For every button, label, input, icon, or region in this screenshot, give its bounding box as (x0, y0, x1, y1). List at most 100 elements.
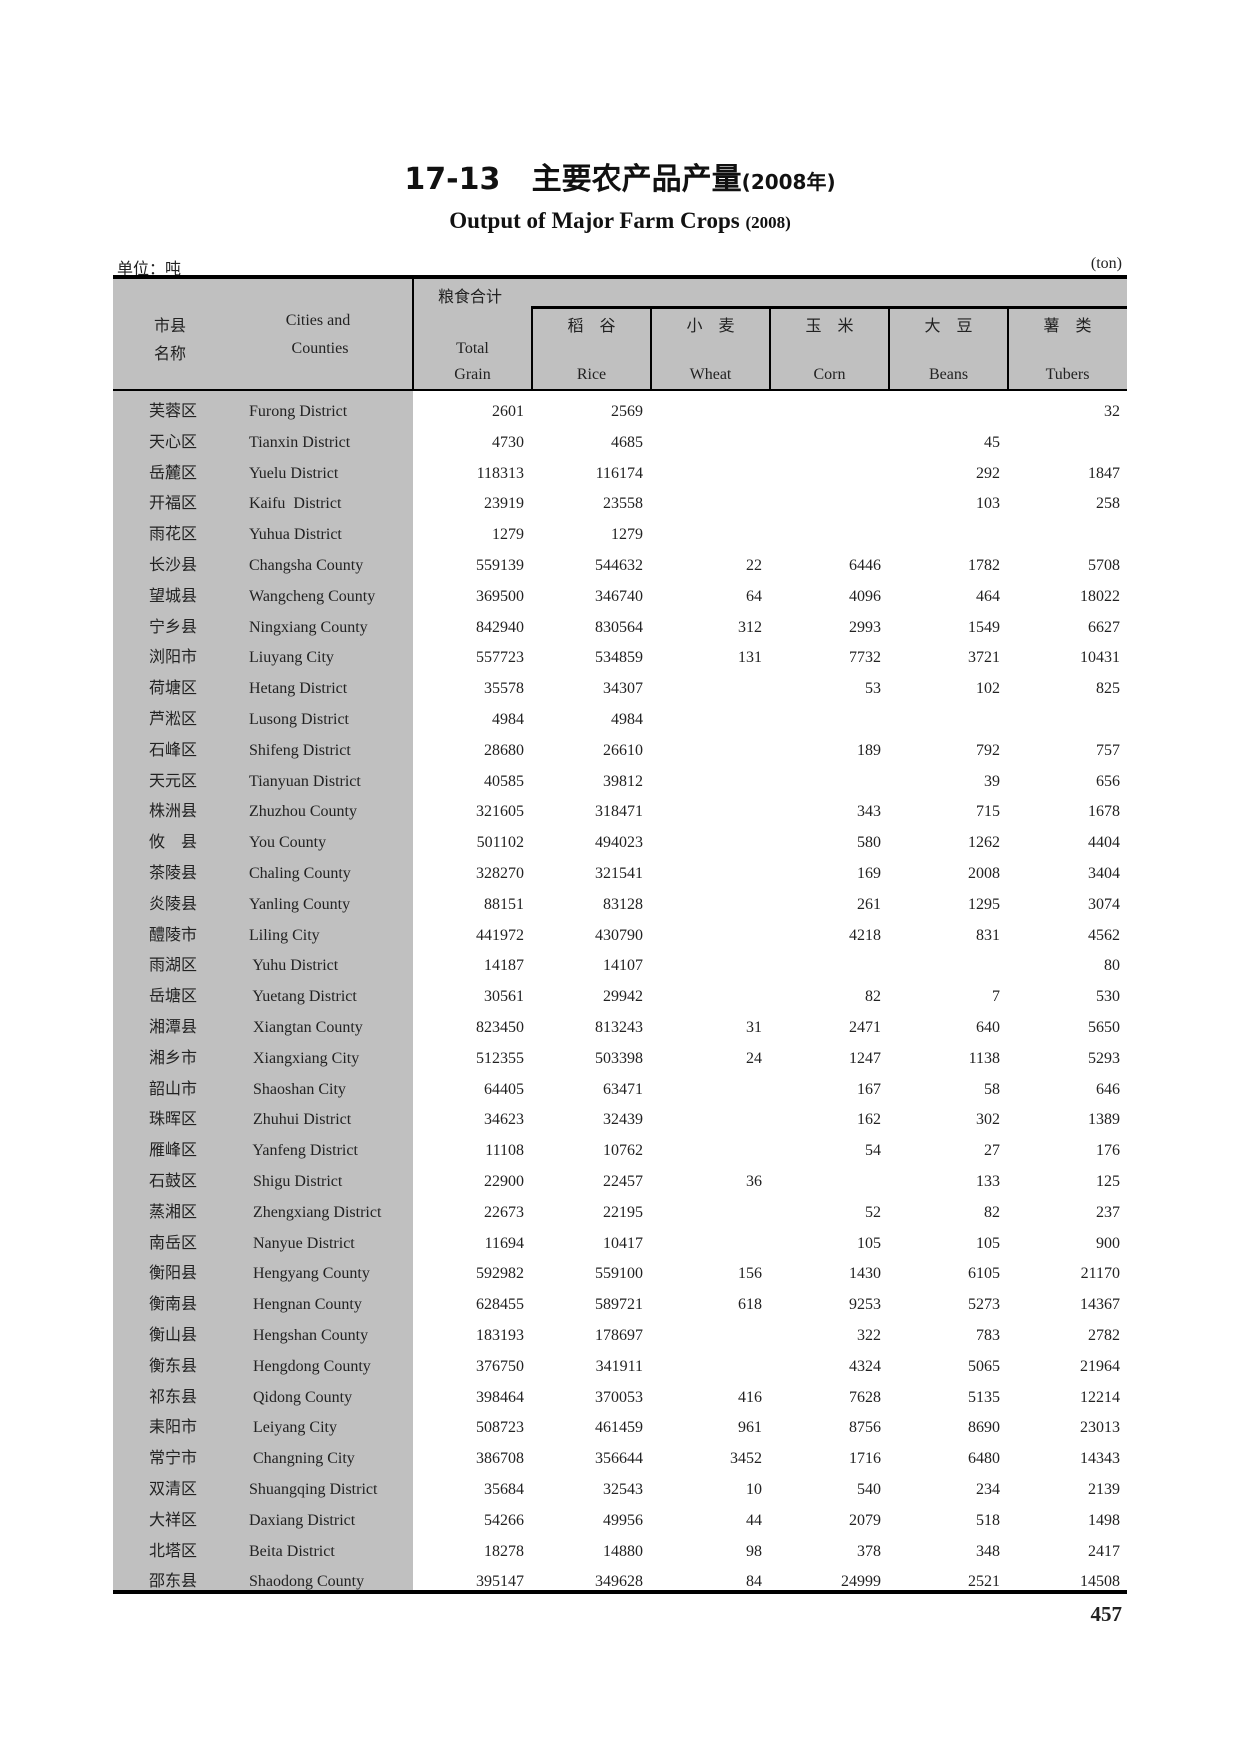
beans-value: 640 (976, 1019, 1000, 1036)
table-row: 祁东县 Qidong County 398464 370053 416 7628 5135… (0, 1382, 1240, 1413)
unit-en: (ton) (1090, 255, 1122, 272)
header-total-en: Total (456, 340, 489, 357)
region-name-en: Chaling County (249, 865, 351, 882)
beans-value (890, 950, 1000, 981)
subtitle-text: Output of Major Farm Crops (449, 208, 740, 233)
corn-value: 343 (857, 803, 881, 821)
beans-value: 783 (976, 1327, 1000, 1344)
beans-value: 27 (984, 1142, 1000, 1160)
rice-value: 83128 (603, 895, 643, 913)
corn-value (771, 427, 881, 458)
rice-value: 26610 (603, 741, 643, 759)
region-name-cn: 衡阳县 (149, 1265, 198, 1283)
region-name-en: Kaifu District (249, 495, 342, 513)
header-crop-en: Corn (813, 366, 846, 383)
region-name-cn: 浏阳市 (149, 649, 198, 667)
region-name-cn: 炎陵县 (149, 895, 198, 913)
tubers-value (1010, 704, 1120, 735)
beans-value (890, 704, 1000, 735)
rice-value: 341911 (595, 1357, 643, 1375)
total-grain-value: 88151 (484, 895, 524, 913)
table-row: 开福区 Kaifu District 23919 23558 103 258 (0, 488, 1240, 519)
tubers-value: 32 (1104, 403, 1120, 420)
rice-value: 503398 (595, 1049, 643, 1067)
region-name-en: Beita District (249, 1542, 335, 1560)
table-row: 雁峰区 Yanfeng District 11108 10762 54 27 176 (0, 1135, 1240, 1166)
beans-value (890, 396, 1000, 427)
table-row: 耒阳市 Leiyang City 508723 461459 961 8756 8690 2… (0, 1412, 1240, 1443)
header-divider (1007, 306, 1009, 389)
beans-value: 1295 (968, 895, 1000, 913)
wheat-value: 416 (738, 1388, 762, 1406)
region-name-en: Hetang District (249, 680, 348, 698)
total-grain-value: 22900 (484, 1173, 524, 1190)
corn-value (771, 458, 881, 489)
region-name-en: Changning City (249, 1450, 355, 1468)
rice-value: 321541 (595, 865, 643, 882)
wheat-value: 31 (746, 1019, 762, 1036)
region-name-cn: 醴陵市 (149, 926, 198, 944)
total-grain-value: 11108 (485, 1142, 524, 1160)
table-row: 湘潭县 Xiangtan County 823450 813243 31 2471 640… (0, 1012, 1240, 1043)
region-name-en: Zhuzhou County (249, 803, 357, 821)
region-name-cn: 北塔区 (149, 1542, 198, 1560)
tubers-value: 4562 (1088, 926, 1120, 944)
region-name-en: Xiangxiang City (249, 1049, 360, 1067)
header-crop-cn: 稻 谷 (567, 318, 616, 335)
rice-value: 494023 (595, 834, 643, 852)
table-row: 茶陵县 Chaling County 328270 321541 169 2008 3404 (0, 858, 1240, 889)
header-region-cn: 市县 (153, 318, 186, 335)
table-row: 天元区 Tianyuan District 40585 39812 39 656 (0, 766, 1240, 797)
corn-value: 167 (857, 1080, 881, 1098)
rice-value: 34307 (603, 680, 643, 698)
tubers-value: 125 (1096, 1173, 1120, 1190)
total-grain-value: 501102 (476, 834, 524, 852)
total-grain-value: 557723 (476, 649, 524, 667)
total-grain-value: 18278 (484, 1542, 524, 1560)
rice-value: 29942 (603, 988, 643, 1006)
wheat-value (652, 950, 762, 981)
beans-value: 234 (976, 1481, 1000, 1498)
region-name-cn: 大祥区 (149, 1511, 198, 1529)
wheat-value (652, 1074, 762, 1105)
region-name-en: Yanling County (249, 895, 351, 913)
wheat-value: 44 (746, 1511, 762, 1529)
table-row: 邵东县 Shaodong County 395147 349628 84 24999 252… (0, 1566, 1240, 1597)
wheat-value: 24 (746, 1049, 762, 1067)
rice-value: 63471 (603, 1080, 643, 1098)
wheat-value: 961 (738, 1419, 762, 1437)
beans-value: 831 (976, 926, 1000, 944)
corn-value: 580 (857, 834, 881, 852)
region-name-en: Lusong District (249, 711, 349, 728)
rice-value: 116174 (595, 464, 643, 482)
tubers-value: 80 (1104, 957, 1120, 975)
region-name-en: Tianxin District (249, 433, 351, 451)
table-row: 衡阳县 Hengyang County 592982 559100 156 1430 61… (0, 1258, 1240, 1289)
rice-value: 14107 (603, 957, 643, 975)
rice-value: 813243 (595, 1019, 643, 1036)
beans-value: 133 (976, 1173, 1000, 1190)
region-name-en: Shifeng District (249, 741, 351, 759)
corn-value: 322 (857, 1327, 881, 1344)
beans-value: 292 (976, 464, 1000, 482)
beans-value: 45 (984, 433, 1000, 451)
region-name-en: You County (249, 834, 327, 852)
table-row: 衡山县 Hengshan County 183193 178697 322 783 278… (0, 1320, 1240, 1351)
header-crop-en: Beans (928, 366, 969, 383)
total-grain-value: 321605 (476, 803, 524, 821)
table-row: 石鼓区 Shigu District 22900 22457 36 133 125 (0, 1166, 1240, 1197)
region-name-cn: 双清区 (149, 1481, 198, 1498)
region-name-en: Shuangqing District (249, 1481, 378, 1498)
total-grain-value: 395147 (476, 1573, 524, 1591)
tubers-value: 14508 (1080, 1573, 1120, 1591)
table-row: 南岳区 Nanyue District 11694 10417 105 105 900 (0, 1228, 1240, 1259)
region-name-en: Shaodong County (249, 1573, 365, 1591)
header-crop-en: Tubers (1045, 366, 1090, 383)
total-grain-value: 592982 (476, 1265, 524, 1283)
wheat-value (652, 488, 762, 519)
wheat-value (652, 427, 762, 458)
page-subtitle: Output of Major Farm Crops (2008) (0, 208, 1240, 234)
header-divider (412, 279, 414, 389)
corn-value (771, 704, 881, 735)
total-grain-value: 11694 (484, 1234, 524, 1252)
